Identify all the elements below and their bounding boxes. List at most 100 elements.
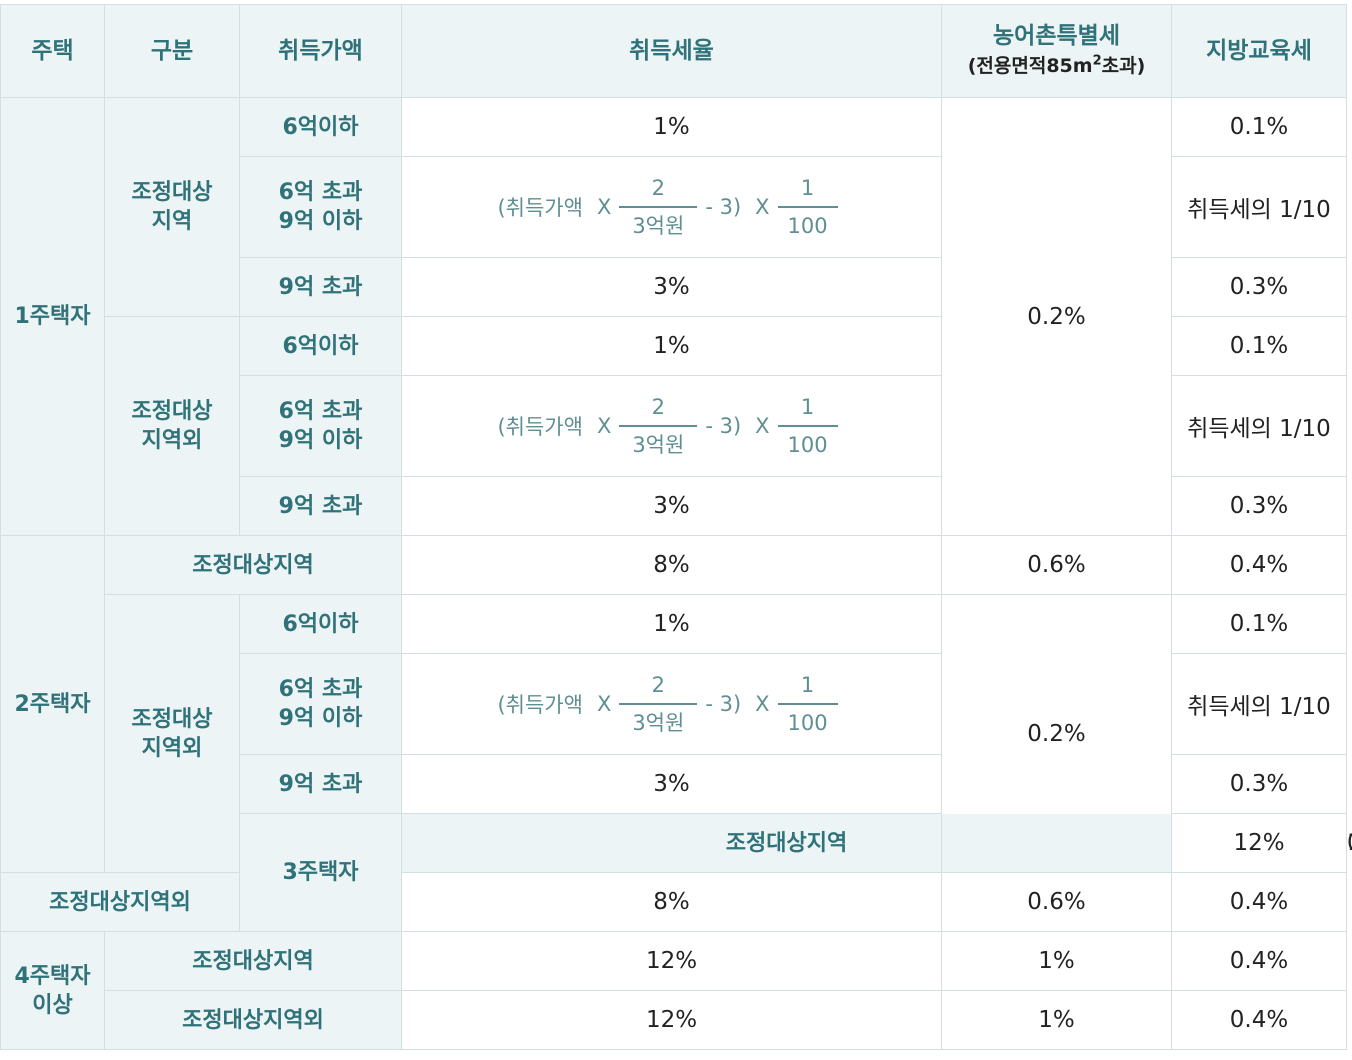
edu-tax-value: 취득세의 1/10 [1171, 375, 1347, 477]
table-row: 3주택자 조정대상지역 12% 1% 0.4% [1, 813, 1352, 932]
price-over6-line1: 6억 초과 [278, 677, 363, 702]
fraction-numerator: 2 [651, 176, 666, 200]
nonadj-area-label: 조정대상지역외 [104, 990, 402, 1050]
header-house: 주택 [0, 4, 105, 98]
rate-value: 3% [401, 257, 942, 317]
edu-tax-value: 0.3% [1171, 257, 1347, 317]
formula: (취득가액 X 2 3억원 - 3) X 1 100 [497, 393, 845, 459]
formula-fraction: 1 100 [777, 671, 838, 737]
formula-times: X [755, 414, 770, 438]
fraction-denominator: 3억원 [632, 711, 685, 735]
edu-tax-value: 0.4% [1171, 872, 1347, 932]
edu-tax-value: 0.3% [1171, 754, 1347, 814]
fraction-numerator: 1 [800, 176, 815, 200]
header-rate: 취득세율 [401, 4, 942, 98]
header-edu-tax: 지방교육세 [1171, 4, 1347, 98]
rate-value: 1% [401, 594, 942, 654]
acquisition-tax-table: 주택 구분 취득가액 취득세율 농어촌특별세 (전용면적85m2초과) 지방교육… [0, 4, 1352, 1050]
price-over6-line1: 6억 초과 [278, 180, 363, 205]
fraction-denominator: 3억원 [632, 214, 685, 238]
header-rural-tax: 농어촌특별세 (전용면적85m2초과) [941, 4, 1172, 98]
table-row: 조정대상지역외 8% 0.6% 0.4% [0, 872, 1347, 932]
formula-fraction: 2 3억원 [619, 393, 698, 459]
edu-tax-value: 0.1% [1171, 97, 1347, 157]
formula-minus: - 3) [705, 195, 742, 219]
rate-value: 12% [1171, 813, 1347, 873]
edu-tax-value: 0.4% [1171, 931, 1347, 991]
header-rural-area: (전용면적85m [967, 55, 1093, 77]
price-over9: 9억 초과 [239, 754, 402, 814]
fraction-denominator: 3억원 [632, 433, 685, 457]
one-house-label: 1주택자 [0, 97, 105, 536]
four-house-line2: 이상 [32, 992, 73, 1018]
nonadj-area-label: 조정대상지역외 [0, 872, 240, 932]
adj-area-label: 조정대상지역 [401, 813, 1172, 873]
edu-tax-value: 0.4% [1171, 990, 1347, 1050]
nonadj-area-line1: 조정대상 [131, 399, 213, 424]
table-row: 6억 초과 9억 이하 (취득가액 X 2 3억원 - 3) X 1 100 취득세의 1… [1, 156, 1347, 258]
rate-value: 3% [401, 476, 942, 536]
rate-value: 12% [401, 931, 942, 991]
rate-value: 1% [401, 97, 942, 157]
fraction-numerator: 1 [800, 395, 815, 419]
formula-times: X [755, 692, 770, 716]
formula-prefix: (취득가액 [497, 415, 583, 439]
price-over9: 9억 초과 [239, 476, 402, 536]
formula-prefix: (취득가액 [497, 196, 583, 220]
header-category: 구분 [104, 4, 240, 98]
edu-tax-value: 취득세의 1/10 [1171, 653, 1347, 755]
formula-times: X [596, 692, 612, 716]
formula-fraction: 2 3억원 [619, 174, 698, 240]
price-over6-line2: 9억 이하 [278, 209, 363, 234]
price-under6: 6억이하 [239, 594, 402, 654]
adj-area-line1: 조정대상 [131, 180, 213, 205]
rate-formula: (취득가액 X 2 3억원 - 3) X 1 100 [401, 653, 942, 755]
fraction-denominator: 100 [787, 214, 828, 238]
rate-formula: (취득가액 X 2 3억원 - 3) X 1 100 [401, 156, 942, 258]
price-over6: 6억 초과 9억 이하 [239, 653, 402, 755]
header-row: 주택 구분 취득가액 취득세율 농어촌특별세 (전용면적85m2초과) 지방교육… [0, 4, 1347, 98]
nonadj-area-line2: 지역외 [141, 735, 203, 761]
rate-value: 3% [401, 754, 942, 814]
table-row: 6억 초과 9억 이하 (취득가액 X 2 3억원 - 3) X 1 100 취득세의 1… [1, 375, 1347, 477]
rate-formula: (취득가액 X 2 3억원 - 3) X 1 100 [401, 375, 942, 477]
price-under6: 6억이하 [239, 316, 402, 376]
formula-minus: - 3) [705, 692, 742, 716]
nonadj-area-line2: 지역외 [141, 428, 203, 453]
fraction-numerator: 2 [651, 395, 666, 419]
three-house-label: 3주택자 [239, 813, 402, 932]
price-over6-line1: 6억 초과 [278, 399, 363, 424]
edu-tax-value: 0.1% [1171, 316, 1347, 376]
fraction-numerator: 1 [800, 673, 815, 697]
rate-value: 8% [401, 535, 942, 595]
formula: (취득가액 X 2 3억원 - 3) X 1 100 [497, 671, 845, 737]
formula-minus: - 3) [705, 414, 742, 438]
formula-times: X [596, 414, 612, 438]
rate-value: 1% [401, 316, 942, 376]
table-row: 2주택자 조정대상지역 8% 0.6% 0.4% [0, 535, 1347, 873]
fraction-denominator: 100 [787, 711, 828, 735]
two-house-label: 2주택자 [0, 535, 105, 873]
price-over6: 6억 초과 9억 이하 [239, 375, 402, 477]
table-row: 9억 초과 3% 0.3% [1, 476, 1347, 536]
formula-fraction: 1 100 [777, 393, 838, 459]
fraction-numerator: 2 [651, 673, 666, 697]
table-row: 조정대상지역외 12% 1% 0.4% [1, 990, 1347, 1050]
table-row: 9억 초과 3% 0.3% [1, 257, 1347, 317]
fraction-denominator: 100 [787, 433, 828, 457]
formula-times: X [755, 195, 770, 219]
four-house-label: 4주택자 이상 [0, 931, 105, 1050]
rural-tax-value: 1% [941, 931, 1172, 991]
rural-tax-value: 0.6% [941, 535, 1172, 595]
price-over6-line2: 9억 이하 [278, 706, 363, 731]
rate-value: 8% [401, 872, 942, 932]
formula-prefix: (취득가액 [497, 693, 583, 717]
table-row: 4주택자 이상 조정대상지역 12% 1% 0.4% [0, 931, 1347, 1050]
price-over9: 9억 초과 [239, 257, 402, 317]
rate-value: 12% [401, 990, 942, 1050]
rural-tax-value: 0.2% [941, 97, 1172, 536]
edu-tax-value: 취득세의 1/10 [1171, 156, 1347, 258]
table-row: 9억 초과 3% 0.3% [1, 754, 1347, 814]
